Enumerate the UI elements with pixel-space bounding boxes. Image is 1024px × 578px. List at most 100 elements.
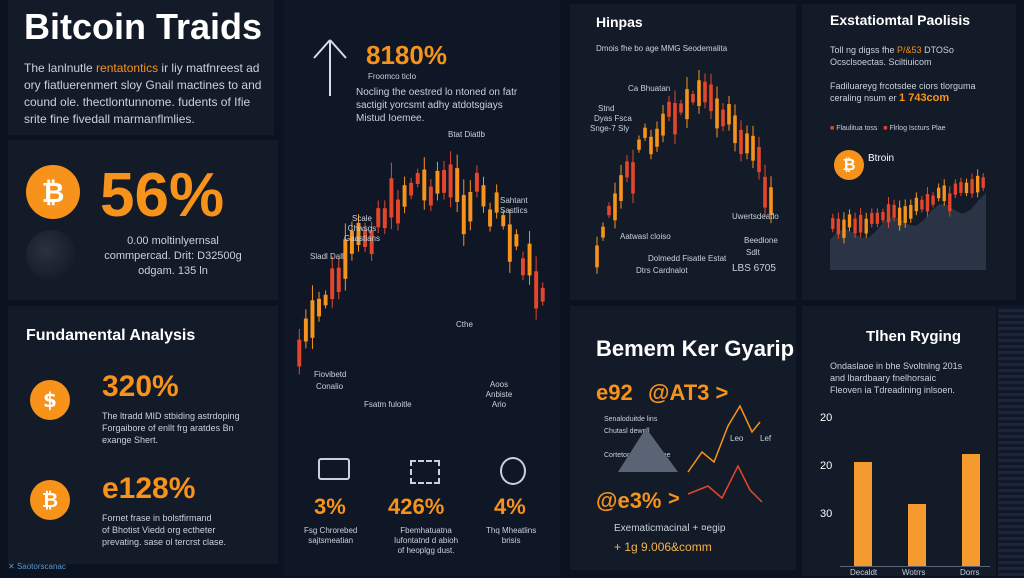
center-top-text: Nocling the oestred lo ntoned on fatr sa… xyxy=(356,86,517,125)
candle-body xyxy=(409,182,414,196)
exstat-line-1-rest: DTOSo xyxy=(921,45,954,55)
center-label-3: Sahtant Sastlics xyxy=(500,196,528,215)
footer-brand-text: Saotorscanac xyxy=(16,562,66,571)
trend-line-up xyxy=(687,404,761,473)
center-top-sub: Froomco ticlo xyxy=(368,72,417,81)
fundamental-panel xyxy=(8,306,278,564)
candle-body xyxy=(853,218,857,234)
center-stat-2-value: 426% xyxy=(388,494,445,519)
exstat-text: Toll ng digss fhe P/&53 DTOSo Ocsclsoect… xyxy=(830,44,976,104)
candle-body xyxy=(685,89,689,120)
candle-body xyxy=(661,113,665,136)
candle-body xyxy=(864,218,868,234)
hinpas-title: Hinpas xyxy=(596,14,643,30)
fundamental-title: Fundamental Analysis xyxy=(26,327,196,344)
shield-icon xyxy=(500,457,526,485)
center-stat-1-text: Fsg Chrorebed sajtsmeatian xyxy=(304,526,357,546)
exstat-line-1-hl: P/&53 xyxy=(897,45,922,55)
thien-bar-decaldt xyxy=(854,462,872,566)
center-label-4: Cthe xyxy=(456,320,473,329)
bemem-panel xyxy=(570,306,796,570)
candle-body xyxy=(501,215,506,227)
candle-body xyxy=(655,128,659,147)
center-label-1: Btat Diatlb xyxy=(448,130,485,139)
candle-body xyxy=(343,239,348,279)
candle-body xyxy=(461,195,466,235)
intro-text: The lanlnutle rentatontics ir liy matfnr… xyxy=(24,60,261,128)
bemem-legend-0: Senaloduitde lins xyxy=(604,416,658,423)
exstat-panel xyxy=(802,4,1016,300)
candle-body xyxy=(925,193,930,212)
candle-body xyxy=(527,243,532,276)
candle-body xyxy=(727,104,731,125)
chip-icon xyxy=(410,460,440,484)
candle-body xyxy=(745,133,749,154)
candle-body xyxy=(931,195,935,205)
center-stat-3-line-1: Thq Mheatlins xyxy=(486,526,537,535)
candle-body xyxy=(739,129,743,155)
candle-body xyxy=(595,245,599,268)
intro-prefix: The lanlnutle xyxy=(24,61,97,75)
candle-body xyxy=(631,162,635,194)
candle-body xyxy=(297,339,302,367)
candle-body xyxy=(389,178,394,218)
candle-body xyxy=(637,139,641,150)
center-label-2: Sladl Dall xyxy=(310,252,344,261)
hinpas-label-5: Aatwasl cloiso xyxy=(620,232,671,241)
thien-ytick-1: 20 xyxy=(820,460,833,472)
fund-text-1: The ltradd MID stbiding astrdoping Forga… xyxy=(102,410,240,446)
exstat-coin-label: Btroin xyxy=(868,153,895,164)
exstat-line-3: Fadiluareyg frcotsdee ciors tlorguma xyxy=(830,81,976,91)
bemem-tick-2: Lef xyxy=(760,434,772,443)
candle-body xyxy=(607,205,611,216)
hinpas-label-1: Dyas Fsca xyxy=(594,114,632,123)
stat-line-2: commpercad. Drit: D32500g xyxy=(104,250,242,262)
bemem-arrow: > xyxy=(668,488,680,510)
stat-main-text: 0.00 moltinlyernsal commpercad. Drit: D3… xyxy=(88,234,258,279)
dollar-coin-icon: $ xyxy=(30,380,70,420)
thien-bar-dorrs xyxy=(962,453,980,566)
candle-body xyxy=(356,222,361,245)
page-title: Bitcoin Traids xyxy=(24,6,263,47)
center-stat-1-value: 3% xyxy=(314,494,346,519)
center-stat-2-text: Fbemhatuatna Iufontatnd d abioh of heopl… xyxy=(394,526,458,556)
thien-ytick-0: 20 xyxy=(820,412,833,424)
fund-1-line-2: Forgaibore of enllt frg aratdes Bn xyxy=(102,423,234,433)
globe-icon xyxy=(26,230,76,280)
hinpas-label-6: Beedlone xyxy=(744,236,778,245)
candle-body xyxy=(975,175,980,193)
thien-bar-wotrrs xyxy=(908,503,926,566)
candle-body xyxy=(757,147,761,173)
candle-body xyxy=(842,219,846,238)
arrow-up-icon xyxy=(313,39,347,96)
candle-body xyxy=(936,187,941,199)
candle-body xyxy=(474,172,479,192)
laptop-icon xyxy=(318,458,350,480)
candle-body xyxy=(514,234,519,247)
center-stat-1-line-2: sajtsmeatian xyxy=(308,536,354,545)
intro-rest: ir liy matfnreest ad xyxy=(158,61,260,75)
candle-body xyxy=(455,168,460,202)
logo-icon: ✕ xyxy=(8,562,17,571)
candle-body xyxy=(870,212,874,225)
candle-body xyxy=(703,81,707,103)
stat-main-value: 56% xyxy=(100,161,225,230)
mountain-shape xyxy=(618,428,678,472)
exstat-line-2: Ocsclsoectas. Sciltiuicom xyxy=(830,57,932,67)
hinpas-label-4: Uwertsdeatlo xyxy=(732,212,779,221)
candle-body xyxy=(396,199,400,224)
center-stat-1-line-1: Fsg Chrorebed xyxy=(304,526,358,535)
bemem-v3: @e3% xyxy=(596,488,662,513)
intro-highlight: rentatontics xyxy=(96,61,159,75)
bemem-title: Bemem Ker Gyarip xyxy=(596,336,795,361)
bitcoin-icon: ₿ xyxy=(26,165,80,219)
intro-line-4: srite fine fivedall marmanflmlies. xyxy=(24,112,195,126)
stat-line-3: odgam. 135 ln xyxy=(138,265,208,277)
candle-body xyxy=(964,182,969,194)
center-stat-3-value: 4% xyxy=(494,494,526,519)
hinpas-label-3: Ca Bhuatan xyxy=(628,84,671,93)
hinpas-candlestick-chart xyxy=(595,69,773,274)
candle-body xyxy=(521,258,525,276)
candle-body xyxy=(336,267,341,293)
candle-body xyxy=(847,214,852,228)
